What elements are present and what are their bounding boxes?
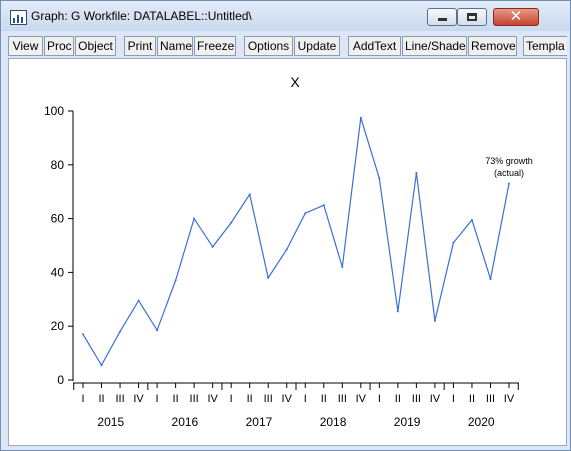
proc-button[interactable]: Proc (44, 36, 74, 56)
data-point (100, 364, 103, 367)
toolbar: View Proc Object Print Name Freeze Optio… (8, 36, 567, 57)
data-point (489, 278, 492, 281)
data-label-annotation: (actual) (494, 168, 524, 178)
year-label: 2018 (320, 415, 347, 429)
x-tick-label: III (264, 393, 273, 405)
object-button[interactable]: Object (75, 36, 116, 56)
data-point (396, 310, 399, 313)
x-tick-label: III (338, 393, 347, 405)
freeze-button[interactable]: Freeze (194, 36, 236, 56)
data-point (174, 279, 177, 282)
maximize-button[interactable] (457, 8, 487, 26)
data-point (248, 193, 251, 196)
data-point (433, 319, 436, 322)
data-point (137, 299, 140, 302)
y-tick-label: 40 (51, 265, 65, 279)
x-tick-label: III (486, 393, 495, 405)
template-button[interactable]: Templa (523, 36, 567, 56)
year-label: 2019 (394, 415, 421, 429)
x-tick-label: IV (282, 393, 293, 405)
data-point (452, 241, 455, 244)
year-label: 2015 (97, 415, 124, 429)
x-tick-label: I (304, 393, 307, 405)
data-point (359, 116, 362, 119)
minimize-icon (438, 18, 447, 21)
options-button[interactable]: Options (244, 36, 293, 56)
title-bar[interactable]: Graph: G Workfile: DATALABEL::Untitled\ … (1, 1, 570, 31)
data-point (341, 266, 344, 269)
update-button[interactable]: Update (294, 36, 340, 56)
y-tick-label: 100 (44, 104, 64, 118)
x-tick-label: IV (207, 393, 218, 405)
close-button[interactable]: ✕ (493, 8, 539, 26)
x-tick-label: II (469, 393, 475, 405)
data-point (470, 218, 473, 221)
x-tick-label: III (115, 393, 124, 405)
x-tick-label: IV (133, 393, 144, 405)
x-tick-label: III (412, 393, 421, 405)
x-tick-label: II (247, 393, 253, 405)
chart-title: X (290, 74, 300, 90)
view-button[interactable]: View (8, 36, 43, 56)
year-label: 2016 (172, 415, 199, 429)
x-tick-label: I (156, 393, 159, 405)
data-point (322, 204, 325, 207)
x-tick-label: III (190, 393, 199, 405)
data-point (267, 276, 270, 279)
remove-button[interactable]: Remove (468, 36, 517, 56)
x-tick-label: II (395, 393, 401, 405)
x-tick-label: IV (504, 393, 515, 405)
print-button[interactable]: Print (124, 36, 156, 56)
x-tick-label: II (173, 393, 179, 405)
window-title: Graph: G Workfile: DATALABEL::Untitled\ (31, 9, 252, 23)
bar-chart-icon (10, 10, 27, 25)
name-button[interactable]: Name (157, 36, 193, 56)
x-tick-label: II (98, 393, 104, 405)
graph-area: X 0 20 40 60 80 100 I II III IV I II III IV I II III IV I II… (8, 58, 567, 446)
data-point (230, 221, 233, 224)
x-tick-label: I (378, 393, 381, 405)
x-tick-label: I (452, 393, 455, 405)
close-icon: ✕ (509, 8, 523, 25)
series-line (82, 117, 510, 367)
data-point (156, 329, 159, 332)
data-point (285, 248, 288, 251)
addtext-button[interactable]: AddText (348, 36, 401, 56)
data-point (415, 171, 418, 174)
minimize-button[interactable] (427, 8, 457, 26)
y-tick-label: 20 (51, 319, 65, 333)
data-point (378, 177, 381, 180)
data-point (508, 182, 510, 185)
x-tick-label: I (81, 393, 84, 405)
y-tick-label: 80 (51, 158, 65, 172)
data-point (119, 330, 122, 333)
line-shade-button[interactable]: Line/Shade (402, 36, 467, 56)
year-label: 2020 (468, 415, 495, 429)
x-tick-label: IV (430, 393, 441, 405)
y-tick-label: 0 (57, 373, 64, 387)
y-tick-label: 60 (51, 212, 65, 226)
data-point (82, 333, 84, 336)
x-tick-label: IV (356, 393, 367, 405)
year-label: 2017 (246, 415, 273, 429)
x-tick-label: I (230, 393, 233, 405)
data-label-annotation: 73% growth (485, 156, 533, 166)
data-point (211, 245, 214, 248)
data-point (193, 217, 196, 220)
maximize-icon (467, 13, 477, 21)
x-tick-label: II (321, 393, 327, 405)
data-point (304, 212, 307, 215)
